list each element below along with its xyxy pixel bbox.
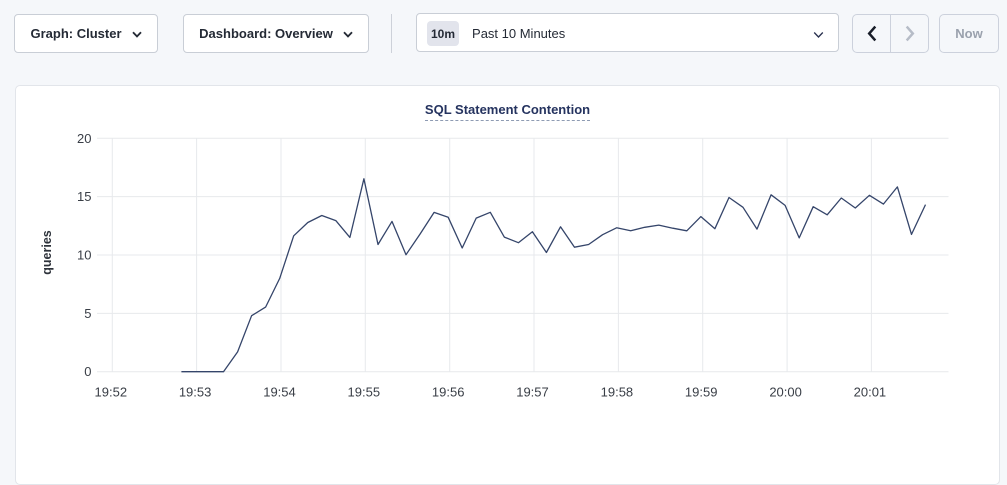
- svg-text:19:56: 19:56: [432, 385, 465, 400]
- svg-text:15: 15: [77, 189, 91, 204]
- svg-text:20:01: 20:01: [854, 385, 887, 400]
- svg-text:19:52: 19:52: [95, 385, 128, 400]
- svg-text:queries: queries: [40, 230, 54, 275]
- svg-text:19:55: 19:55: [348, 385, 381, 400]
- svg-text:10: 10: [77, 248, 91, 263]
- svg-text:19:53: 19:53: [179, 385, 212, 400]
- svg-text:19:57: 19:57: [516, 385, 549, 400]
- svg-text:19:54: 19:54: [263, 385, 296, 400]
- svg-text:20:00: 20:00: [769, 385, 802, 400]
- svg-text:0: 0: [84, 364, 91, 379]
- svg-text:5: 5: [84, 306, 91, 321]
- svg-text:20: 20: [77, 131, 91, 146]
- svg-text:19:59: 19:59: [685, 385, 718, 400]
- svg-text:19:58: 19:58: [601, 385, 634, 400]
